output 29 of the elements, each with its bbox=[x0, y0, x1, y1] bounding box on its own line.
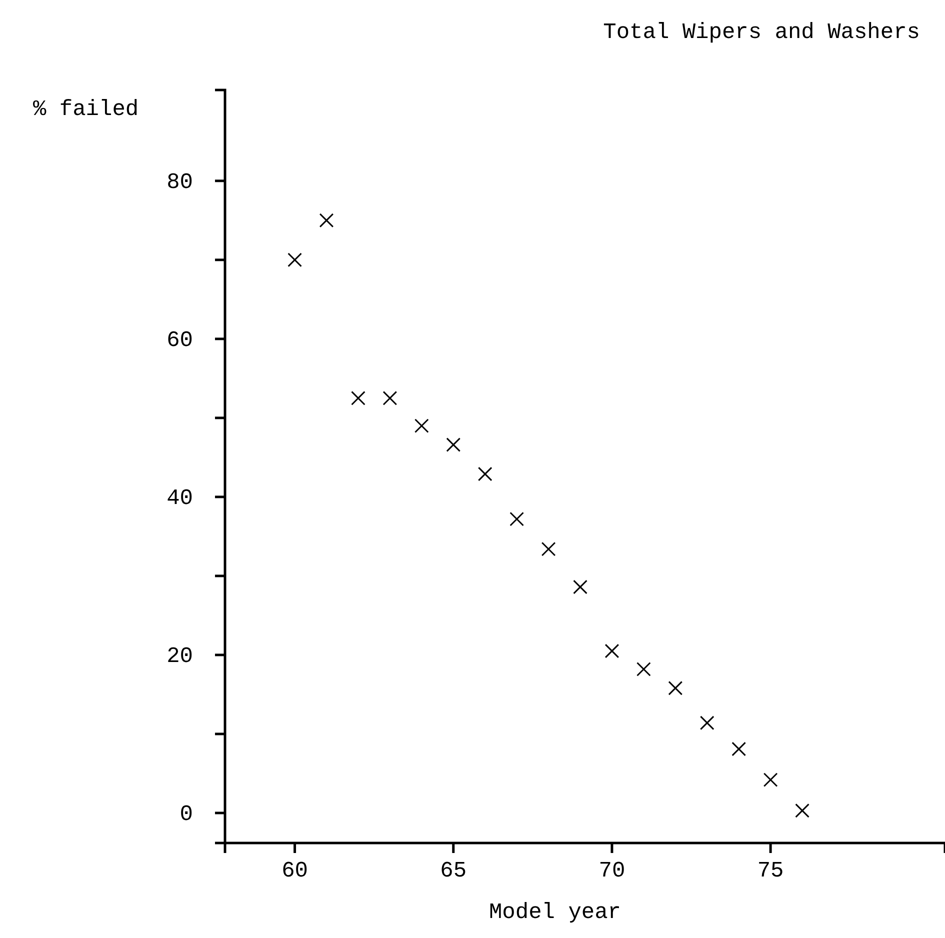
point bbox=[351, 390, 366, 406]
point bbox=[636, 662, 651, 676]
point bbox=[732, 742, 746, 756]
point bbox=[668, 680, 683, 696]
point bbox=[382, 390, 398, 406]
point bbox=[319, 213, 334, 228]
y-tick-label: 80 bbox=[166, 170, 193, 195]
point bbox=[414, 418, 429, 433]
point bbox=[541, 542, 556, 556]
x-axis-title: Model year bbox=[488, 900, 622, 925]
x-tick-label: 70 bbox=[598, 858, 626, 884]
point bbox=[288, 252, 302, 268]
y-tick-label: 0 bbox=[180, 802, 193, 828]
y-axis-title: % failed bbox=[33, 97, 139, 122]
point bbox=[478, 466, 492, 482]
y-tick-label: 20 bbox=[166, 644, 193, 669]
point bbox=[573, 580, 588, 594]
point bbox=[446, 438, 461, 452]
point bbox=[700, 716, 714, 730]
point bbox=[795, 803, 810, 818]
y-tick-label: 60 bbox=[166, 328, 193, 353]
point bbox=[604, 644, 620, 658]
point bbox=[510, 512, 524, 526]
x-tick-label: 75 bbox=[757, 858, 784, 884]
chart-title: Total Wipers and Washers bbox=[603, 20, 920, 45]
y-tick-label: 40 bbox=[166, 486, 193, 511]
point bbox=[763, 772, 778, 787]
x-tick-label: 60 bbox=[282, 858, 308, 884]
x-tick-label: 65 bbox=[440, 858, 467, 884]
